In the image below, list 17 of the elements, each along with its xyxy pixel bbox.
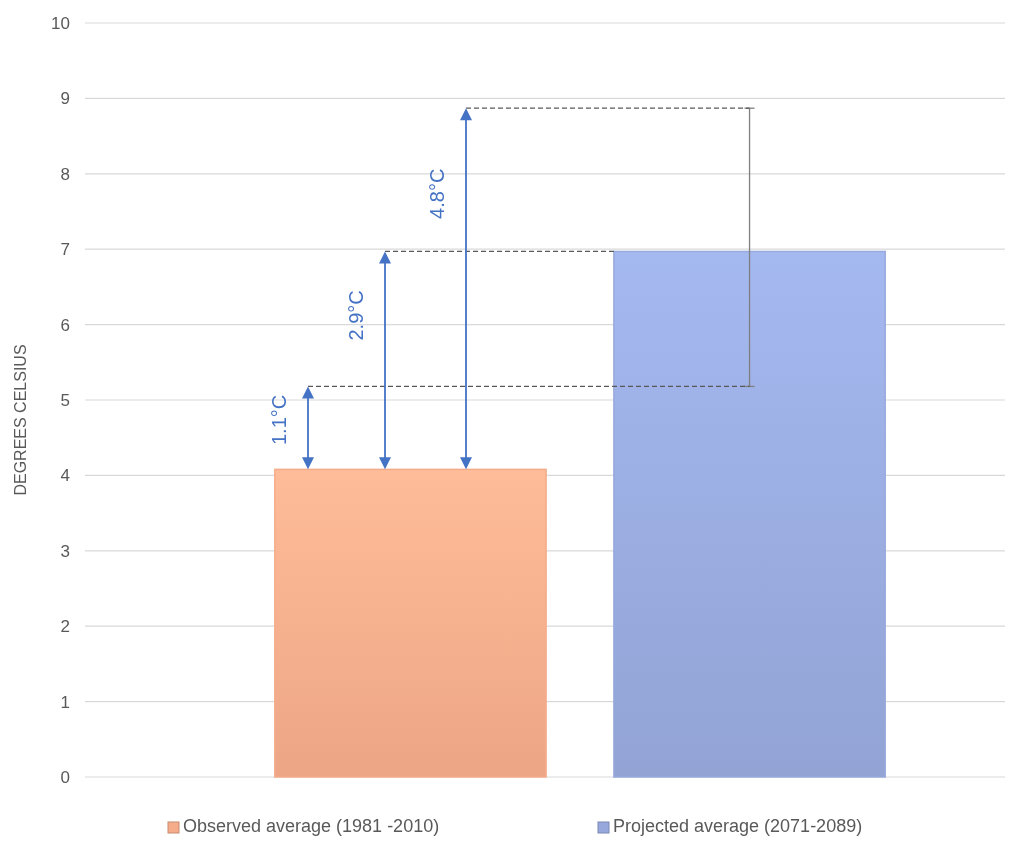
y-tick-label: 2 <box>60 617 70 637</box>
legend-label: Observed average (1981 -2010) <box>183 816 440 836</box>
y-tick-label: 8 <box>60 164 70 184</box>
y-tick-label: 5 <box>60 390 70 410</box>
y-tick-label: 7 <box>60 240 70 260</box>
y-tick-label: 6 <box>60 315 70 335</box>
annotation: 4.8°C <box>426 168 448 219</box>
y-tick-label: 1 <box>60 692 70 712</box>
y-tick-label: 10 <box>51 13 70 33</box>
y-axis-title: DEGREES CELSIUS <box>12 344 29 496</box>
y-tick-label: 9 <box>60 89 70 109</box>
y-tick-label: 4 <box>60 466 70 486</box>
legend-label: Projected average (2071-2089) <box>613 816 863 836</box>
annotation: 2.9°C <box>345 290 367 341</box>
annotation: 1.1°C <box>268 394 290 446</box>
y-tick-label: 0 <box>60 767 70 787</box>
y-tick-label: 3 <box>60 541 70 561</box>
